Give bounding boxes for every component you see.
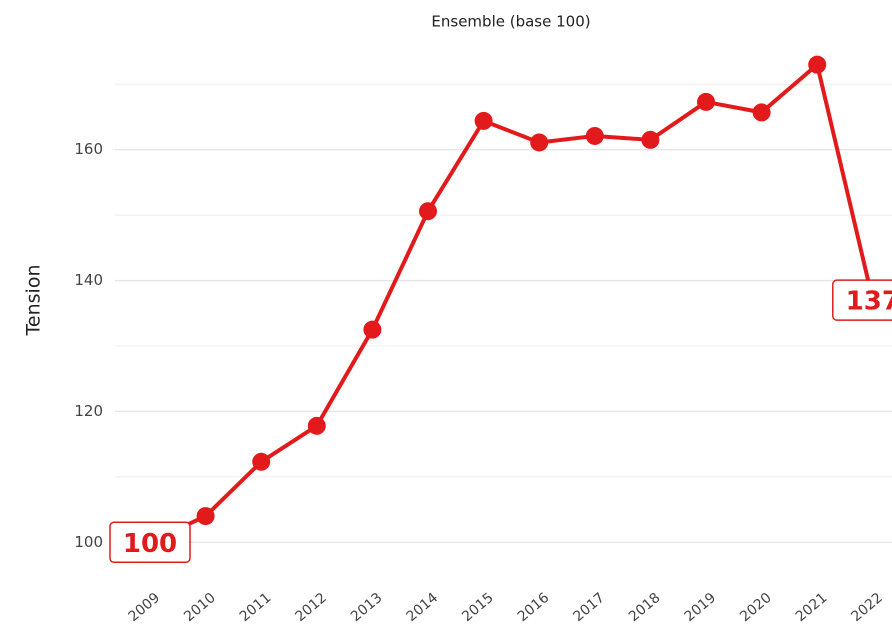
x-tick-label: 2019 [682,590,720,625]
x-tick-label: 2015 [459,590,497,625]
x-tick-label: 2013 [348,590,386,625]
point [363,320,382,339]
value-label: 137 [832,279,892,321]
point [752,103,771,122]
point [641,130,660,149]
x-tick-label: 2016 [515,590,553,625]
x-tick-label: 2009 [126,590,164,625]
x-tick-label: 2017 [570,590,608,625]
point [808,55,827,74]
point [419,202,437,221]
x-tick-label: 2020 [737,590,775,625]
x-tick-label: 2022 [848,590,886,625]
point [196,507,215,526]
y-tick-label: 160 [74,140,103,158]
point [252,452,271,471]
x-tick-label: 2010 [181,590,219,625]
y-tick-label: 140 [74,271,103,289]
x-tick-label: 2012 [292,590,330,625]
point [585,126,604,145]
value-label-text: 137 [846,287,892,317]
point [307,416,326,435]
line [149,62,875,545]
y-axis-label: Tension [23,265,45,337]
value-label-box [832,279,892,321]
value-label-text: 100 [123,529,177,559]
value-label: 100 [109,521,191,564]
chart-title: Ensemble (base 100) [431,13,590,31]
y-tick-label: 100 [74,533,103,551]
point [530,133,549,152]
point [474,111,493,130]
x-tick-label: 2018 [626,590,664,625]
x-tick-label: 2011 [237,590,275,625]
x-tick-label: 2014 [404,590,442,625]
value-label-box [109,521,191,564]
point [697,92,715,111]
x-tick-label: 2021 [793,590,831,625]
y-tick-label: 120 [74,402,103,420]
